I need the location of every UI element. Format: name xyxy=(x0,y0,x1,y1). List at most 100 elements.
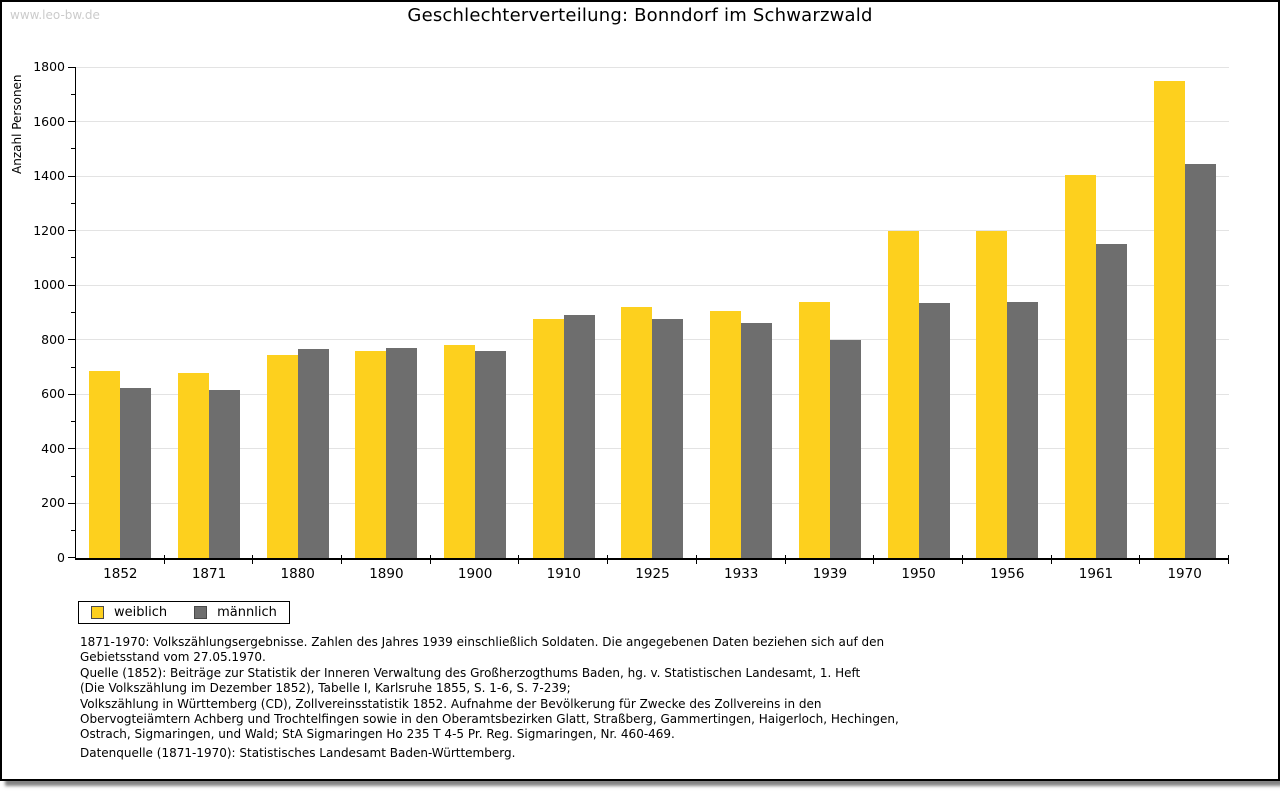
bar-männlich-1939 xyxy=(829,339,861,558)
x-tick-label-1871: 1871 xyxy=(191,566,227,582)
y-tick-600 xyxy=(68,393,76,395)
gridline-1400 xyxy=(76,175,1229,177)
y-tick-label-1800: 1800 xyxy=(33,59,65,74)
y-tick-label-800: 800 xyxy=(41,331,65,347)
bar-weiblich-1925 xyxy=(621,307,653,558)
x-tick-2 xyxy=(341,555,343,564)
y-tick-700 xyxy=(71,366,76,368)
chart-title: Geschlechterverteilung: Bonndorf im Schw… xyxy=(407,5,873,26)
x-tick-8 xyxy=(873,555,875,564)
bar-männlich-1900 xyxy=(475,350,507,558)
bar-group-1871 xyxy=(165,67,254,558)
x-tick-label-1910: 1910 xyxy=(546,566,581,582)
y-tick-100 xyxy=(71,530,76,532)
gridline-1000 xyxy=(76,284,1229,286)
bar-weiblich-1961 xyxy=(1064,174,1096,558)
y-tick-0 xyxy=(68,557,76,558)
footnote-line: Volkszählung in Württemberg (CD), Zollve… xyxy=(80,696,822,711)
bar-männlich-1961 xyxy=(1095,244,1127,558)
footnote-line: Gebietsstand vom 27.05.1970. xyxy=(80,650,266,665)
x-tick-label-1970: 1970 xyxy=(1167,566,1202,582)
x-tick-5 xyxy=(607,555,609,564)
legend-label-weiblich: weiblich xyxy=(114,605,168,620)
bar-männlich-1890 xyxy=(386,347,418,558)
x-tick-4 xyxy=(518,555,520,564)
bar-weiblich-1950 xyxy=(887,230,919,558)
datasource-line: Datenquelle (1871-1970): Statistisches L… xyxy=(80,745,516,760)
bar-group-1950 xyxy=(874,67,963,558)
x-tick-10 xyxy=(1050,555,1052,564)
bar-männlich-1933 xyxy=(741,323,773,558)
y-tick-label-1000: 1000 xyxy=(33,277,65,293)
bar-weiblich-1900 xyxy=(444,345,476,558)
x-tick-7 xyxy=(784,555,786,564)
bar-männlich-1871 xyxy=(209,390,241,558)
x-tick-label-1880: 1880 xyxy=(280,566,315,582)
y-tick-label-600: 600 xyxy=(41,386,65,402)
bar-group-1961 xyxy=(1052,67,1141,558)
y-tick-1300 xyxy=(71,202,76,204)
footnote-line: (Die Volkszählung im Dezember 1852), Tab… xyxy=(80,681,571,696)
y-tick-1400 xyxy=(68,175,76,177)
x-tick-11 xyxy=(1139,555,1141,564)
footnotes: 1871-1970: Volkszählungsergebnisse. Zahl… xyxy=(80,635,899,761)
bar-weiblich-1939 xyxy=(798,301,830,558)
y-tick-label-0: 0 xyxy=(57,550,65,565)
bar-group-1890 xyxy=(342,67,431,558)
x-tick-0 xyxy=(163,555,165,564)
y-tick-900 xyxy=(71,312,76,313)
bar-weiblich-1970 xyxy=(1153,80,1185,558)
x-tick-label-1900: 1900 xyxy=(457,566,493,582)
bar-weiblich-1910 xyxy=(532,319,564,558)
y-tick-500 xyxy=(71,421,76,423)
y-tick-1200 xyxy=(68,230,76,232)
y-tick-300 xyxy=(71,475,76,477)
bar-männlich-1925 xyxy=(652,319,684,558)
bar-group-1956 xyxy=(963,67,1052,558)
gridline-1200 xyxy=(76,230,1229,232)
x-tick-9 xyxy=(961,555,963,564)
legend-item-männlich: männlich xyxy=(194,605,277,620)
bar-weiblich-1890 xyxy=(355,350,387,558)
bar-weiblich-1880 xyxy=(266,354,298,558)
footnote-line: Quelle (1852): Beiträge zur Statistik de… xyxy=(80,665,861,680)
x-tick-1 xyxy=(252,555,254,564)
y-tick-1000 xyxy=(68,284,76,286)
bar-group-1939 xyxy=(786,67,875,558)
x-tick-label-1956: 1956 xyxy=(990,566,1025,582)
x-tick-label-1950: 1950 xyxy=(901,566,936,582)
legend-item-weiblich: weiblich xyxy=(91,605,167,620)
y-tick-800 xyxy=(68,339,76,341)
y-tick-1700 xyxy=(71,93,76,95)
x-tick-label-1925: 1925 xyxy=(635,566,670,582)
bar-männlich-1880 xyxy=(297,349,329,558)
y-tick-400 xyxy=(68,448,76,450)
y-tick-label-400: 400 xyxy=(41,440,65,456)
bar-group-1900 xyxy=(431,67,520,558)
gridline-1600 xyxy=(76,121,1229,123)
y-tick-1600 xyxy=(68,121,76,123)
x-tick-3 xyxy=(429,555,431,564)
plot-area: 0 200 400 600 800 1000 1200 1400 1600 1800 1852 187… xyxy=(33,59,1229,582)
y-tick-label-1200: 1200 xyxy=(33,222,65,238)
bar-weiblich-1852 xyxy=(89,371,121,558)
footnote-line: 1871-1970: Volkszählungsergebnisse. Zahl… xyxy=(80,635,885,649)
y-tick-1100 xyxy=(71,257,76,259)
bar-männlich-1956 xyxy=(1007,301,1039,558)
gridline-1800 xyxy=(76,66,1229,68)
bar-männlich-1950 xyxy=(918,302,950,558)
y-tick-1800 xyxy=(68,66,76,68)
watermark: www.leo-bw.de xyxy=(10,8,100,22)
x-tick-label-1933: 1933 xyxy=(724,566,759,582)
x-tick-label-1890: 1890 xyxy=(369,566,404,582)
bar-weiblich-1871 xyxy=(178,372,210,558)
bar-männlich-1970 xyxy=(1184,163,1216,558)
y-tick-label-200: 200 xyxy=(41,495,65,511)
y-tick-200 xyxy=(68,502,76,504)
x-tick-12 xyxy=(1228,555,1229,564)
x-tick-label-1939: 1939 xyxy=(812,566,848,582)
bar-weiblich-1933 xyxy=(710,311,742,558)
legend-swatch-männlich xyxy=(194,606,208,619)
bar-männlich-1852 xyxy=(120,387,152,558)
